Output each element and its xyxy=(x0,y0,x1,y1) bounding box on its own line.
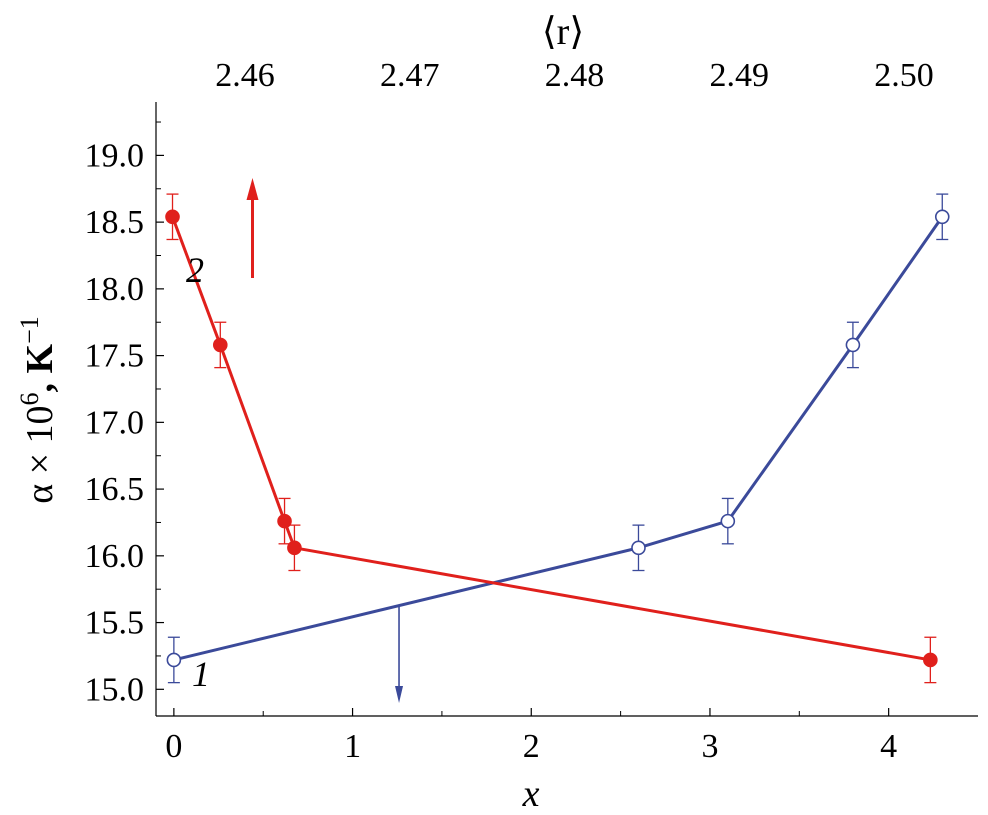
y-axis-title: α × 106, K−1 xyxy=(15,316,61,504)
top-tick-label: 2.48 xyxy=(545,57,605,94)
series-1-point xyxy=(720,513,736,529)
series-2-line xyxy=(171,216,931,662)
series-1-arrow-head xyxy=(395,686,404,703)
series-2-point xyxy=(287,540,302,556)
y-axis-title-unit-sup: −1 xyxy=(15,316,44,344)
top-tick-label: 2.49 xyxy=(710,57,770,94)
series-1-point xyxy=(934,209,950,225)
y-axis-title-main: α × 10 xyxy=(19,405,61,503)
y-tick-label: 18.5 xyxy=(85,204,145,241)
series-2-point xyxy=(923,652,938,668)
axes: 0 1 2 3 415.015.516.016.517.017.518.018.519.… xyxy=(85,57,978,765)
y-tick-label: 16.0 xyxy=(85,538,145,575)
series-1-point xyxy=(166,652,182,668)
series-2-point xyxy=(165,209,180,225)
series-layer xyxy=(165,178,950,703)
labels-layer: x ⟨r⟩ α × 106, K−1 1 2 xyxy=(15,11,584,815)
x-tick-label: 0 xyxy=(165,728,182,765)
series-2-arrow-head xyxy=(246,178,259,200)
top-tick-label: 2.50 xyxy=(874,57,934,94)
y-tick-label: 17.5 xyxy=(85,338,145,375)
series-2-point xyxy=(277,513,292,529)
series-1-label: 1 xyxy=(192,654,210,694)
x-tick-label: 1 xyxy=(344,728,361,765)
series-2-label: 2 xyxy=(186,250,204,290)
series-2-point xyxy=(212,337,228,353)
x-tick-label: 2 xyxy=(523,728,540,765)
x-tick-label: 3 xyxy=(701,728,718,765)
series-1-point xyxy=(631,540,646,556)
top-tick-label: 2.46 xyxy=(215,57,275,94)
y-tick-label: 17.0 xyxy=(85,404,145,441)
y-tick-label: 19.0 xyxy=(85,137,145,174)
y-axis-title-sup: 6 xyxy=(15,392,44,405)
x-tick-label: 4 xyxy=(880,728,897,765)
y-tick-label: 16.5 xyxy=(85,471,145,508)
top-tick-label: 2.47 xyxy=(380,57,440,94)
series-1-point xyxy=(845,337,861,353)
y-axis-title-unit: , K xyxy=(19,343,61,392)
top-axis-title: ⟨r⟩ xyxy=(542,11,584,53)
x-axis-title: x xyxy=(522,773,540,815)
y-tick-label: 15.5 xyxy=(85,605,145,642)
y-tick-label: 18.0 xyxy=(85,271,145,308)
y-tick-label: 15.0 xyxy=(85,671,145,708)
